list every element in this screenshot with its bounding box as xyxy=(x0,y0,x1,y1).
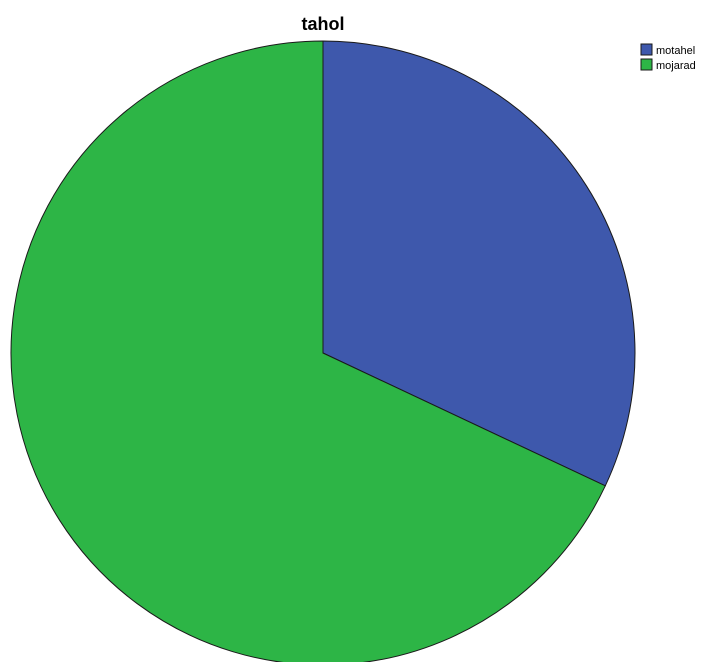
legend-label-motahel: motahel xyxy=(656,45,695,57)
legend-swatch-mojarad xyxy=(640,58,653,71)
pie-slice-motahel xyxy=(322,40,636,487)
legend-label-mojarad: mojarad xyxy=(656,60,696,72)
chart-title: tahol xyxy=(302,14,345,34)
pie-slices xyxy=(10,40,636,662)
pie-slice-mojarad xyxy=(10,40,606,662)
legend-swatch-motahel xyxy=(640,43,653,56)
legend: motahel mojarad xyxy=(640,43,696,72)
legend-item-mojarad: mojarad xyxy=(640,58,696,72)
legend-item-motahel: motahel xyxy=(640,43,695,57)
